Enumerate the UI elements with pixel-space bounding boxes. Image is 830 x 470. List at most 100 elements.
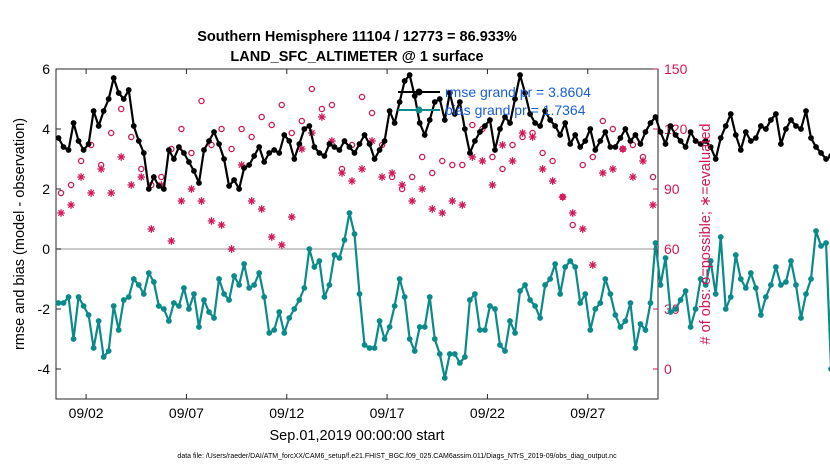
obs-evaluated-point: [167, 237, 176, 245]
obs-possible-point: [469, 121, 476, 129]
obs-possible-point: [77, 157, 85, 165]
rmse-point: [65, 147, 72, 153]
rmse-point: [632, 132, 639, 138]
bias-point: [296, 297, 303, 303]
rmse-point: [196, 180, 202, 186]
obs-evaluated-point: [87, 189, 95, 197]
legend: rmse grand pr = 3.8604 bias grand pr = 1…: [398, 84, 591, 118]
bias-point: [542, 282, 549, 288]
y-right-tick-label: 150: [664, 61, 688, 77]
rmse-point: [371, 156, 378, 162]
rmse-point: [416, 120, 423, 126]
obs-evaluated-point: [528, 133, 537, 141]
bias-point: [592, 306, 599, 312]
bias-point: [622, 318, 629, 324]
bias-point: [55, 300, 62, 306]
rmse-point: [271, 147, 278, 153]
bias-point: [727, 294, 734, 300]
rmse-point: [326, 141, 333, 147]
bias-point: [135, 282, 142, 288]
obs-possible-point: [418, 153, 426, 161]
obs-possible-point: [298, 117, 306, 125]
bias-point: [487, 303, 493, 309]
bias-point: [281, 330, 288, 336]
bias-point: [767, 282, 774, 288]
rmse-point: [241, 165, 248, 171]
legend-rmse-swatch-dot: [415, 88, 423, 96]
rmse-point: [281, 132, 288, 138]
obs-possible-point: [499, 165, 506, 173]
bias-point: [597, 300, 604, 306]
bias-point: [356, 291, 363, 297]
bias-point: [396, 276, 403, 282]
obs-evaluated-point: [348, 177, 356, 185]
rmse-point: [527, 111, 533, 117]
obs-evaluated-point: [57, 209, 65, 217]
obs-evaluated-point: [538, 165, 547, 173]
rmse-point: [115, 90, 122, 96]
bias-point: [401, 294, 408, 300]
obs-possible-point: [138, 165, 145, 173]
bias-point: [492, 306, 498, 312]
rmse-point: [176, 144, 182, 150]
obs-possible-point: [599, 117, 607, 125]
obs-possible-point: [589, 153, 597, 161]
rmse-point: [316, 150, 323, 156]
bias-point: [627, 300, 634, 306]
y-right-tick-label: 0: [664, 361, 672, 377]
rmse-point: [341, 138, 348, 144]
rmse-point: [512, 96, 518, 102]
y-left-tick-label: 4: [42, 121, 50, 137]
y-left-tick-label: 2: [42, 181, 50, 197]
bias-point: [697, 276, 704, 282]
rmse-point: [181, 150, 187, 156]
bias-point: [793, 282, 799, 288]
rmse-point: [647, 120, 654, 126]
bias-point: [181, 285, 187, 291]
y-right-tick-label: 60: [664, 241, 680, 257]
bias-point: [316, 258, 323, 264]
rmse-point: [808, 135, 814, 141]
x-tick-label: 09/02: [69, 405, 104, 421]
x-axis-label: Sep.01,2019 00:00:00 start: [270, 428, 445, 444]
bias-point: [376, 318, 383, 324]
bias-point: [331, 252, 338, 258]
obs-evaluated-point: [107, 189, 115, 197]
rmse-point: [517, 72, 523, 78]
rmse-point: [542, 108, 549, 114]
rmse-point: [722, 123, 729, 129]
obs-evaluated-point: [247, 197, 256, 205]
obs-evaluated-point: [408, 197, 416, 205]
rmse-point: [798, 126, 804, 132]
rmse-point: [191, 168, 197, 174]
rmse-point: [321, 153, 328, 159]
bias-point: [286, 315, 293, 321]
rmse-point: [492, 147, 498, 153]
bias-point: [522, 282, 528, 288]
bias-point: [341, 237, 348, 243]
rmse-point: [577, 144, 584, 150]
obs-evaluated-point: [207, 217, 216, 225]
bias-point: [160, 306, 167, 312]
rmse-point: [441, 117, 448, 123]
bias-point: [346, 210, 353, 216]
rmse-point: [587, 126, 594, 132]
bias-point: [757, 312, 764, 318]
rmse-point: [110, 75, 117, 81]
rmse-point: [487, 117, 493, 123]
rmse-point: [818, 150, 824, 156]
bias-point: [557, 291, 564, 297]
rmse-point: [471, 138, 478, 144]
bias-point: [657, 282, 664, 288]
obs-possible-point: [489, 153, 496, 161]
rmse-point: [406, 72, 413, 78]
obs-evaluated-point: [117, 153, 126, 161]
rmse-point: [737, 147, 744, 153]
obs-possible-point: [268, 121, 275, 129]
bias-line: [58, 211, 830, 380]
y-left-tick-label: -2: [38, 301, 51, 317]
rmse-point: [461, 126, 468, 132]
rmse-point: [246, 162, 253, 168]
bias-point: [672, 306, 679, 312]
obs-possible-point: [358, 93, 366, 101]
